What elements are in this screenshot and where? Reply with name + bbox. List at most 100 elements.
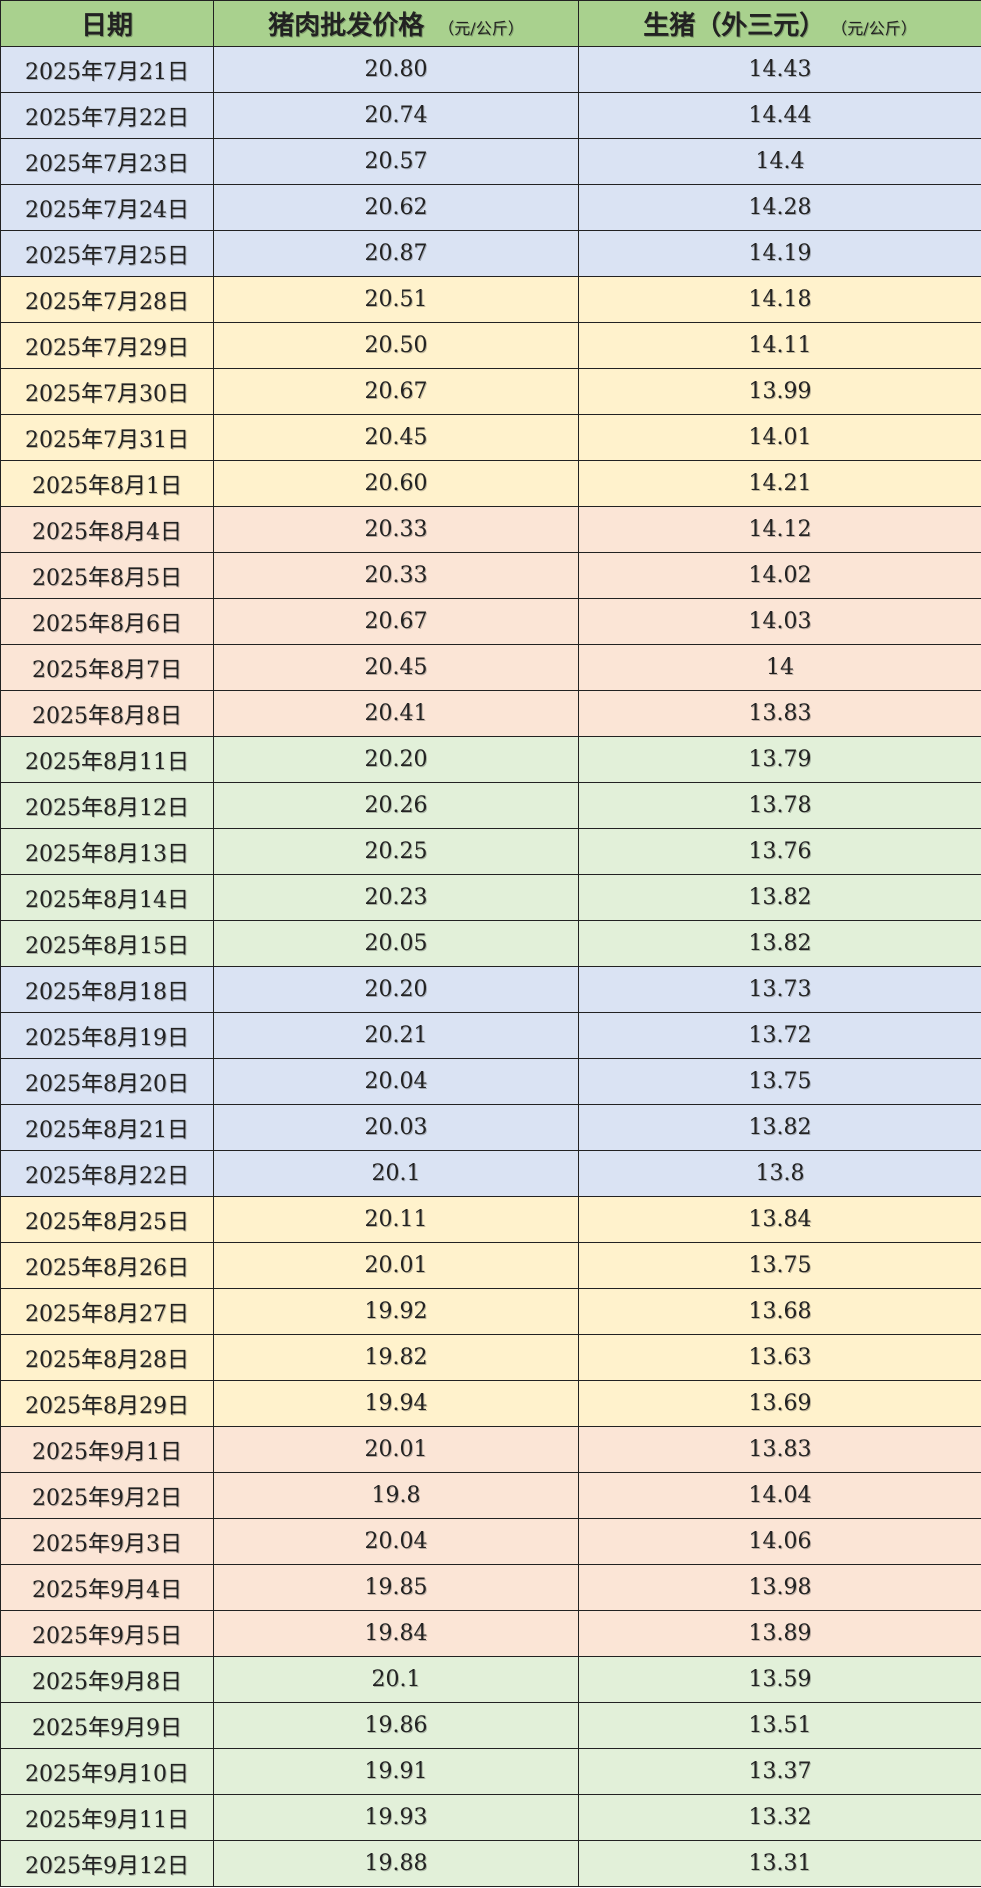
table-row: 2025年8月14日 20.23 13.82 <box>0 874 981 921</box>
cell-date: 2025年8月6日 <box>0 598 214 645</box>
header-pork-unit: （元/公斤） <box>438 19 524 38</box>
header-hog-label: 生猪（外三元） <box>643 11 826 41</box>
cell-hog: 13.75 <box>578 1058 981 1105</box>
cell-hog: 14.21 <box>578 460 981 507</box>
table-row: 2025年8月28日 19.82 13.63 <box>0 1334 981 1381</box>
cell-hog: 13.83 <box>578 1426 981 1473</box>
cell-date: 2025年8月28日 <box>0 1334 214 1381</box>
table-row: 2025年7月28日 20.51 14.18 <box>0 276 981 323</box>
cell-date: 2025年9月10日 <box>0 1748 214 1795</box>
cell-date: 2025年9月3日 <box>0 1518 214 1565</box>
cell-date: 2025年8月18日 <box>0 966 214 1013</box>
cell-pork: 19.84 <box>213 1610 579 1657</box>
cell-pork: 20.25 <box>213 828 579 875</box>
cell-date: 2025年7月31日 <box>0 414 214 461</box>
table-body: 2025年7月21日 20.80 14.43 2025年7月22日 20.74 14.44… <box>0 46 981 1887</box>
table-row: 2025年8月22日 20.1 13.8 <box>0 1150 981 1197</box>
table-row: 2025年8月5日 20.33 14.02 <box>0 552 981 599</box>
table-row: 2025年7月30日 20.67 13.99 <box>0 368 981 415</box>
table-row: 2025年9月4日 19.85 13.98 <box>0 1564 981 1611</box>
cell-date: 2025年9月9日 <box>0 1702 214 1749</box>
cell-date: 2025年7月25日 <box>0 230 214 277</box>
table-row: 2025年8月13日 20.25 13.76 <box>0 828 981 875</box>
cell-pork: 19.85 <box>213 1564 579 1611</box>
table-row: 2025年8月25日 20.11 13.84 <box>0 1196 981 1243</box>
cell-pork: 19.86 <box>213 1702 579 1749</box>
cell-pork: 20.50 <box>213 322 579 369</box>
cell-date: 2025年8月29日 <box>0 1380 214 1427</box>
cell-pork: 19.88 <box>213 1840 579 1887</box>
cell-pork: 20.33 <box>213 506 579 553</box>
cell-date: 2025年8月12日 <box>0 782 214 829</box>
cell-hog: 13.73 <box>578 966 981 1013</box>
cell-hog: 13.82 <box>578 920 981 967</box>
table-row: 2025年8月18日 20.20 13.73 <box>0 966 981 1013</box>
cell-date: 2025年8月21日 <box>0 1104 214 1151</box>
cell-hog: 13.31 <box>578 1840 981 1887</box>
header-row: 日期 猪肉批发价格 （元/公斤） 生猪（外三元） （元/公斤） <box>0 0 981 47</box>
cell-hog: 13.51 <box>578 1702 981 1749</box>
cell-date: 2025年8月15日 <box>0 920 214 967</box>
cell-pork: 20.20 <box>213 736 579 783</box>
cell-date: 2025年8月26日 <box>0 1242 214 1289</box>
cell-hog: 13.83 <box>578 690 981 737</box>
cell-pork: 20.03 <box>213 1104 579 1151</box>
cell-date: 2025年8月7日 <box>0 644 214 691</box>
cell-hog: 13.89 <box>578 1610 981 1657</box>
table-row: 2025年8月20日 20.04 13.75 <box>0 1058 981 1105</box>
table-row: 2025年8月11日 20.20 13.79 <box>0 736 981 783</box>
cell-hog: 14 <box>578 644 981 691</box>
header-date-label: 日期 <box>80 11 133 41</box>
cell-hog: 13.75 <box>578 1242 981 1289</box>
cell-pork: 20.01 <box>213 1242 579 1289</box>
cell-pork: 20.74 <box>213 92 579 139</box>
cell-hog: 13.32 <box>578 1794 981 1841</box>
cell-hog: 13.69 <box>578 1380 981 1427</box>
cell-pork: 20.26 <box>213 782 579 829</box>
cell-hog: 13.79 <box>578 736 981 783</box>
table-row: 2025年8月1日 20.60 14.21 <box>0 460 981 507</box>
table-row: 2025年8月6日 20.67 14.03 <box>0 598 981 645</box>
table-row: 2025年7月23日 20.57 14.4 <box>0 138 981 185</box>
cell-date: 2025年7月22日 <box>0 92 214 139</box>
cell-hog: 13.98 <box>578 1564 981 1611</box>
cell-hog: 13.37 <box>578 1748 981 1795</box>
cell-date: 2025年9月1日 <box>0 1426 214 1473</box>
table-row: 2025年7月31日 20.45 14.01 <box>0 414 981 461</box>
cell-date: 2025年8月20日 <box>0 1058 214 1105</box>
cell-pork: 20.80 <box>213 46 579 93</box>
cell-pork: 20.04 <box>213 1518 579 1565</box>
cell-hog: 14.18 <box>578 276 981 323</box>
table-row: 2025年8月4日 20.33 14.12 <box>0 506 981 553</box>
cell-date: 2025年9月12日 <box>0 1840 214 1887</box>
cell-date: 2025年9月8日 <box>0 1656 214 1703</box>
table-row: 2025年8月15日 20.05 13.82 <box>0 920 981 967</box>
table-row: 2025年7月22日 20.74 14.44 <box>0 92 981 139</box>
cell-hog: 13.72 <box>578 1012 981 1059</box>
table-row: 2025年7月21日 20.80 14.43 <box>0 46 981 93</box>
cell-hog: 13.82 <box>578 1104 981 1151</box>
cell-date: 2025年9月5日 <box>0 1610 214 1657</box>
cell-date: 2025年9月11日 <box>0 1794 214 1841</box>
cell-pork: 20.67 <box>213 368 579 415</box>
header-date: 日期 <box>0 0 214 47</box>
cell-date: 2025年8月19日 <box>0 1012 214 1059</box>
cell-pork: 20.45 <box>213 644 579 691</box>
cell-hog: 14.4 <box>578 138 981 185</box>
cell-date: 2025年7月24日 <box>0 184 214 231</box>
cell-date: 2025年9月4日 <box>0 1564 214 1611</box>
table-row: 2025年8月19日 20.21 13.72 <box>0 1012 981 1059</box>
cell-date: 2025年8月8日 <box>0 690 214 737</box>
cell-date: 2025年7月30日 <box>0 368 214 415</box>
cell-hog: 13.78 <box>578 782 981 829</box>
cell-hog: 14.03 <box>578 598 981 645</box>
table-row: 2025年8月7日 20.45 14 <box>0 644 981 691</box>
cell-date: 2025年8月27日 <box>0 1288 214 1335</box>
header-pork: 猪肉批发价格 （元/公斤） <box>213 0 579 47</box>
cell-pork: 19.8 <box>213 1472 579 1519</box>
cell-pork: 20.33 <box>213 552 579 599</box>
table-row: 2025年8月8日 20.41 13.83 <box>0 690 981 737</box>
cell-date: 2025年7月21日 <box>0 46 214 93</box>
cell-hog: 14.12 <box>578 506 981 553</box>
cell-pork: 19.82 <box>213 1334 579 1381</box>
